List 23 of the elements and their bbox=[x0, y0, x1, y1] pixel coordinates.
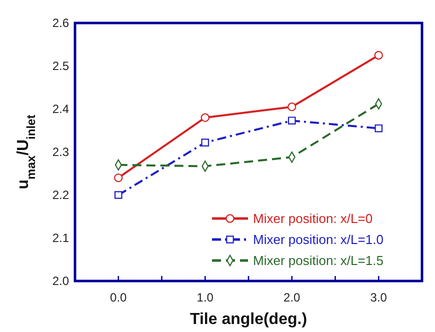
legend-label: Mixer position: x/L=1.5 bbox=[253, 253, 384, 268]
x-tick-label: 0.0 bbox=[110, 290, 128, 305]
y-tick-label: 2.1 bbox=[52, 230, 70, 245]
x-tick-label: 3.0 bbox=[370, 290, 388, 305]
x-axis-title: Tile angle(deg.) bbox=[190, 311, 308, 328]
y-tick-label: 2.6 bbox=[52, 16, 70, 30]
point bbox=[114, 173, 123, 182]
y-tick-label: 2.2 bbox=[52, 188, 70, 202]
x-tick-label: 1.0 bbox=[196, 290, 214, 305]
point bbox=[288, 116, 296, 125]
point bbox=[201, 138, 210, 146]
legend-label: Mixer position: x/L=0 bbox=[253, 211, 373, 226]
y-tick-label: 2.4 bbox=[52, 102, 70, 116]
y-tick-label: 2.0 bbox=[52, 274, 70, 288]
point bbox=[288, 102, 296, 112]
point bbox=[374, 50, 383, 60]
y-tick-label: 2.5 bbox=[52, 58, 70, 73]
point bbox=[114, 191, 122, 199]
y-tick-label: 2.3 bbox=[52, 144, 70, 159]
x-tick-label: 2.0 bbox=[284, 290, 301, 305]
point bbox=[200, 113, 210, 122]
point bbox=[374, 124, 383, 132]
legend-label: Mixer position: x/L=1.0 bbox=[253, 232, 384, 247]
